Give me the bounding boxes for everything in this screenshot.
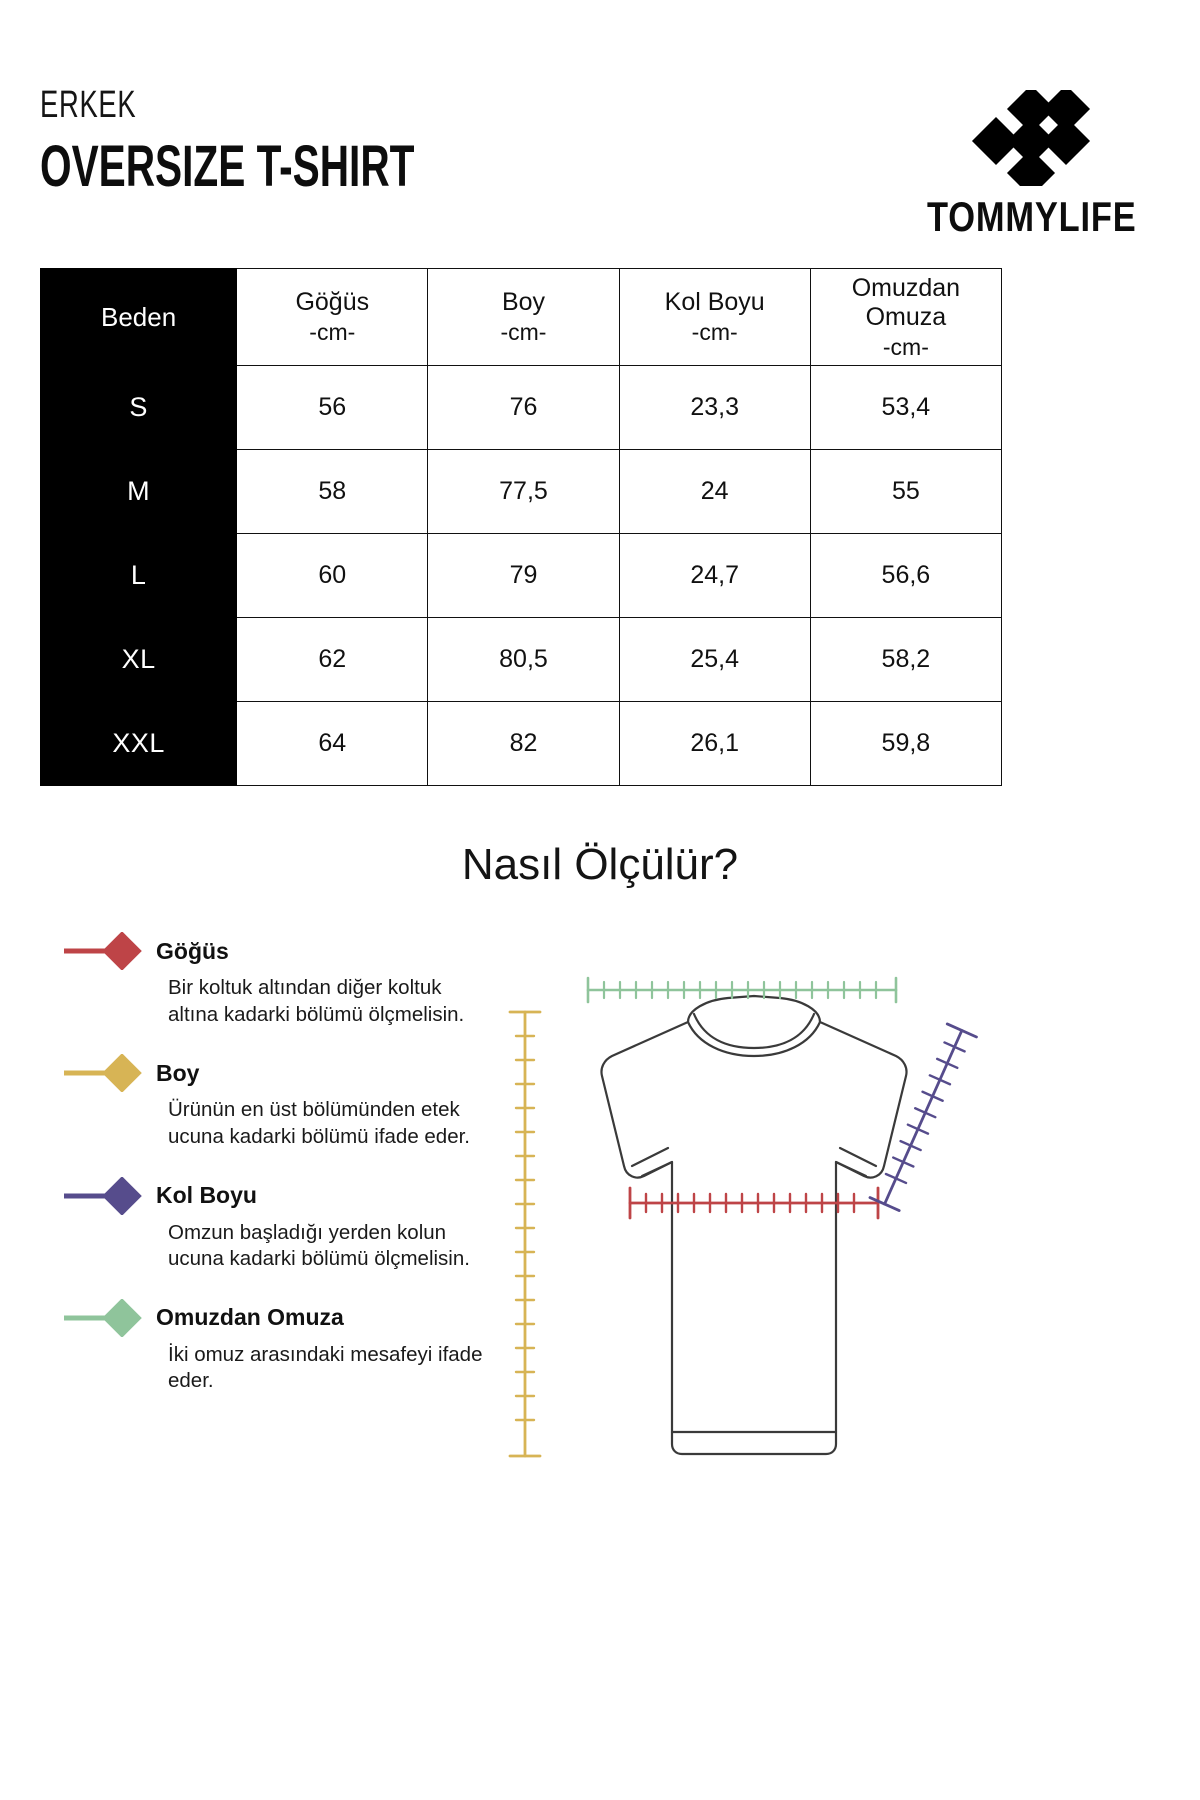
table-row: M 58 77,5 24 55 [39, 449, 1003, 534]
legend-item-boy: Boy Ürünün en üst bölümünden etek ucuna … [62, 1054, 492, 1150]
cell-size: S [39, 365, 238, 450]
cell-size: XXL [39, 701, 238, 786]
size-table: Beden Göğüs -cm- Boy -cm- Kol Boyu -cm- … [39, 268, 1003, 786]
column-header-label: Beden [101, 301, 177, 332]
tshirt-diagram-svg [508, 976, 978, 1458]
column-header-label: Omuzdan Omuza [851, 273, 961, 331]
legend-item-gogus: Göğüs Bir koltuk altından diğer koltuk a… [62, 932, 492, 1028]
legend-label: Kol Boyu [156, 1182, 257, 1209]
column-header-boy: Boy -cm- [427, 268, 620, 366]
legend-description: İki omuz arasındaki mesafeyi ifade eder. [168, 1342, 483, 1393]
column-header-kol-boyu: Kol Boyu -cm- [618, 268, 811, 366]
legend-header: Boy [62, 1054, 492, 1093]
cell-omuz: 55 [809, 449, 1003, 534]
title-block: ERKEK OVERSIZE T-SHIRT [40, 86, 575, 196]
column-header-beden: Beden [39, 268, 238, 366]
cell-kol: 24 [618, 449, 811, 534]
column-header-label: Göğüs [295, 288, 370, 317]
brand-name: TOMMYLIFE [927, 193, 1138, 240]
cell-size: XL [39, 617, 238, 702]
column-header-label: Boy [501, 288, 546, 317]
table-header-row: Beden Göğüs -cm- Boy -cm- Kol Boyu -cm- … [39, 268, 1003, 366]
column-header-label: Kol Boyu [664, 288, 765, 317]
tshirt-measurement-diagram [492, 940, 1012, 1500]
column-header-unit: -cm- [882, 333, 929, 360]
table-row: XL 62 80,5 25,4 58,2 [39, 617, 1003, 702]
cell-omuz: 59,8 [809, 701, 1003, 786]
diamond-marker-icon [64, 932, 142, 970]
sleeve-measure-line [868, 1022, 978, 1212]
measurement-legend: Göğüs Bir koltuk altından diğer koltuk a… [62, 932, 492, 1421]
legend-label: Göğüs [156, 937, 229, 964]
cell-gogus: 60 [236, 533, 429, 618]
cell-omuz: 53,4 [809, 365, 1003, 450]
brand-logo: TOMMYLIFE [904, 90, 1160, 238]
column-header-unit: -cm- [691, 319, 738, 346]
cell-boy: 76 [427, 365, 620, 450]
column-header-gogus: Göğüs -cm- [236, 268, 429, 366]
legend-header: Omuzdan Omuza [62, 1298, 492, 1337]
cell-boy: 79 [427, 533, 620, 618]
legend-label: Omuzdan Omuza [156, 1304, 344, 1331]
cell-omuz: 56,6 [809, 533, 1003, 618]
page-header: ERKEK OVERSIZE T-SHIRT TOMMYLIFE [40, 86, 1160, 246]
cell-gogus: 58 [236, 449, 429, 534]
legend-header: Kol Boyu [62, 1176, 492, 1215]
column-header-unit: -cm- [309, 319, 356, 346]
cell-gogus: 64 [236, 701, 429, 786]
cell-boy: 82 [427, 701, 620, 786]
cell-size: M [39, 449, 238, 534]
how-to-measure-title: Nasıl Ölçülür? [461, 840, 739, 889]
cell-kol: 24,7 [618, 533, 811, 618]
page-title: OVERSIZE T-SHIRT [40, 134, 415, 199]
legend-description: Bir koltuk altından diğer koltuk altına … [168, 976, 465, 1026]
cell-gogus: 56 [236, 365, 429, 450]
cell-gogus: 62 [236, 617, 429, 702]
column-header-omuzdan-omuza: Omuzdan Omuza -cm- [809, 268, 1003, 366]
cell-omuz: 58,2 [809, 617, 1003, 702]
cell-kol: 26,1 [618, 701, 811, 786]
legend-description: Omzun başladığı yerden kolun ucuna kadar… [168, 1220, 470, 1271]
chest-measure-line [628, 1186, 880, 1220]
page-kicker: ERKEK [40, 84, 137, 126]
cell-kol: 23,3 [618, 365, 811, 450]
cell-size: L [39, 533, 238, 618]
legend-description: Ürünün en üst bölümünden etek ucuna kada… [168, 1098, 471, 1148]
column-header-unit: -cm- [500, 319, 547, 346]
diamond-marker-icon [64, 1298, 142, 1337]
legend-item-kol-boyu: Kol Boyu Omzun başladığı yerden kolun uc… [62, 1176, 492, 1273]
table-row: L 60 79 24,7 56,6 [39, 533, 1003, 618]
diamond-marker-icon [64, 1176, 142, 1215]
diamond-cluster-logo-icon [972, 90, 1091, 186]
legend-header: Göğüs [62, 932, 492, 970]
tshirt-illustration [600, 994, 908, 1456]
shoulder-measure-line [586, 976, 898, 1004]
table-row: S 56 76 23,3 53,4 [39, 365, 1003, 450]
cell-kol: 25,4 [618, 617, 811, 702]
legend-item-omuzdan-omuza: Omuzdan Omuza İki omuz arasındaki mesafe… [62, 1298, 492, 1395]
length-measure-line [508, 1010, 542, 1458]
diamond-marker-icon [64, 1054, 142, 1093]
cell-boy: 77,5 [427, 449, 620, 534]
cell-boy: 80,5 [427, 617, 620, 702]
table-row: XXL 64 82 26,1 59,8 [39, 701, 1003, 786]
legend-label: Boy [156, 1059, 200, 1086]
